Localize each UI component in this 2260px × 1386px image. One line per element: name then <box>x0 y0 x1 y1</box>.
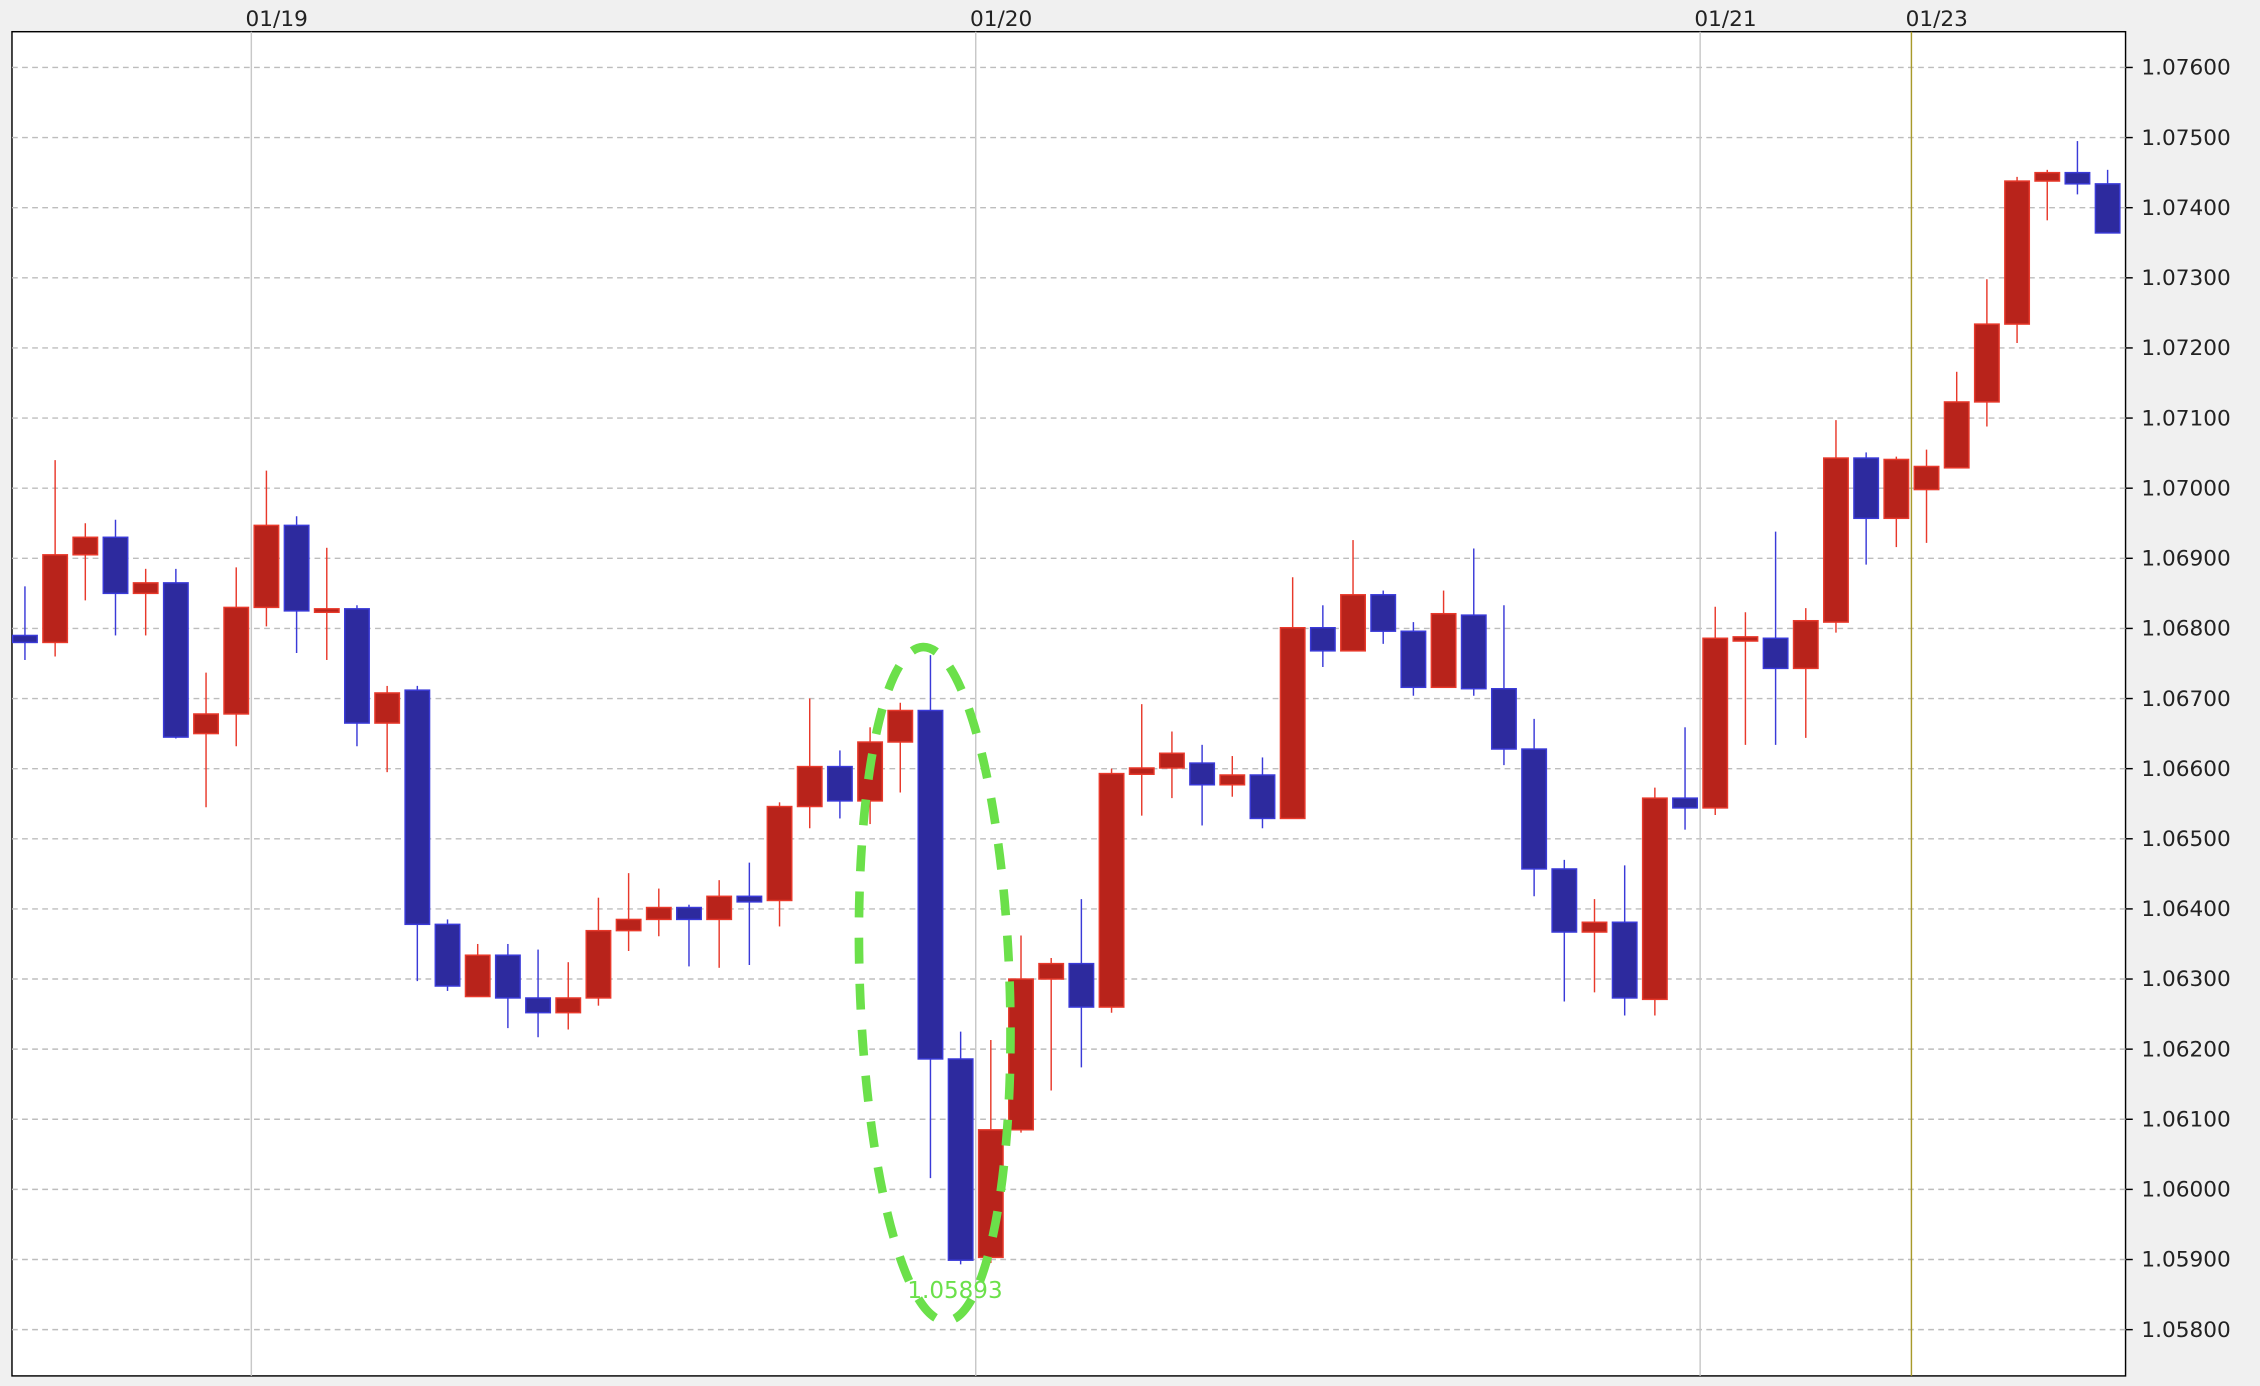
candle-body-down <box>676 906 702 921</box>
candle-body-down <box>494 954 521 999</box>
candle-body-down <box>947 1058 974 1261</box>
y-tick-label: 1.06600 <box>2141 757 2230 782</box>
candle-body-up <box>2004 180 2031 325</box>
y-tick-label: 1.05900 <box>2141 1248 2230 1273</box>
candle-body-down <box>434 923 461 987</box>
candle-body-up <box>1702 637 1729 809</box>
annotation-label: 1.05893 <box>907 1278 1002 1304</box>
y-tick-label: 1.06700 <box>2141 687 2230 712</box>
candle-body-down <box>1249 774 1276 820</box>
candle-body-up <box>1340 594 1366 652</box>
candle-body-up <box>2034 171 2061 182</box>
candle-body-up <box>1973 323 2000 403</box>
candle-body-up <box>1641 797 1668 1001</box>
y-tick-label: 1.06000 <box>2141 1178 2230 1203</box>
date-label: 01/19 <box>246 7 308 32</box>
y-tick-label: 1.07100 <box>2141 406 2230 431</box>
date-label: 01/21 <box>1694 7 1756 32</box>
y-tick-label: 1.07200 <box>2141 336 2230 361</box>
candle-body-up <box>977 1129 1004 1259</box>
candle-body-down <box>826 765 853 802</box>
candle-body-down <box>1460 614 1487 690</box>
candle-body-up <box>1430 612 1457 689</box>
candle-body-down <box>162 582 189 738</box>
candle-body-down <box>736 895 763 903</box>
candle-body-up <box>706 895 733 921</box>
candle-body-down <box>1551 868 1578 933</box>
candle-body-up <box>1038 962 1065 980</box>
candle-body-down <box>1370 594 1397 632</box>
candle-body-up <box>796 765 823 808</box>
candle-body-down <box>2094 183 2121 234</box>
candle-body-down <box>343 608 370 724</box>
candle-body-up <box>615 918 642 932</box>
candle-body-up <box>585 929 612 999</box>
candle-body-up <box>253 524 280 609</box>
y-tick-label: 1.06300 <box>2141 967 2230 992</box>
candle-body-up <box>645 906 672 921</box>
candle-body-up <box>1279 627 1306 820</box>
candle-body-up <box>1219 774 1246 786</box>
candle-body-up <box>1913 465 1940 491</box>
candle-body-up <box>1792 619 1819 670</box>
candle-body-down <box>1068 962 1095 1008</box>
y-tick-label: 1.06200 <box>2141 1037 2230 1062</box>
candle-body-down <box>102 536 129 595</box>
candle-body-down <box>1521 748 1548 870</box>
candle-body-down <box>1189 762 1216 786</box>
date-label: 01/20 <box>970 7 1032 32</box>
plot-area <box>11 30 2127 1377</box>
y-tick-label: 1.06100 <box>2141 1107 2230 1132</box>
candle-body-down <box>525 997 552 1014</box>
candle-body-down <box>917 709 944 1060</box>
y-tick-label: 1.05800 <box>2141 1318 2230 1343</box>
y-tick-label: 1.06500 <box>2141 827 2230 852</box>
candle-body-up <box>1158 752 1185 769</box>
candle-body-up <box>1098 772 1125 1008</box>
candle-body-down <box>1400 630 1427 689</box>
y-tick-label: 1.06800 <box>2141 617 2230 642</box>
candle-body-up <box>223 606 250 715</box>
candle-body-up <box>1732 636 1759 642</box>
candle-body-up <box>464 954 491 998</box>
candle-body-down <box>1490 688 1517 750</box>
y-tick-label: 1.06400 <box>2141 897 2230 922</box>
candle-body-up <box>72 536 99 556</box>
header-strip <box>0 0 2260 32</box>
candle-body-up <box>374 692 401 724</box>
candle-body-down <box>1762 637 1789 670</box>
candle-body-up <box>42 554 69 644</box>
candle-body-down <box>1672 797 1699 809</box>
date-label: 01/23 <box>1906 7 1968 32</box>
y-tick-label: 1.07600 <box>2141 56 2230 81</box>
y-tick-label: 1.07400 <box>2141 196 2230 221</box>
candle-body-down <box>11 634 38 644</box>
y-tick-label: 1.07300 <box>2141 266 2230 291</box>
y-tick-label: 1.07000 <box>2141 476 2230 501</box>
candle-body-up <box>555 997 582 1014</box>
y-tick-label: 1.07500 <box>2141 126 2230 151</box>
candle-body-up <box>1883 458 1910 520</box>
candle-body-down <box>283 524 310 612</box>
candle-body-up <box>313 608 340 614</box>
candle-body-up <box>887 709 914 743</box>
candle-body-up <box>766 805 793 902</box>
candle-body-down <box>1309 627 1336 652</box>
candle-body-down <box>1853 457 1880 520</box>
candle-body-down <box>1611 921 1638 999</box>
candle-body-up <box>193 713 220 735</box>
y-tick-label: 1.06900 <box>2141 547 2230 572</box>
candle-body-up <box>1128 767 1155 775</box>
candle-body-up <box>1943 401 1970 469</box>
candle-body-up <box>1823 457 1849 623</box>
annotation-ellipse <box>854 642 1015 1326</box>
candle-body-up <box>1581 921 1608 933</box>
candle-body-up <box>132 582 159 595</box>
candle-body-down <box>2064 171 2091 185</box>
candle-body-down <box>404 689 431 926</box>
